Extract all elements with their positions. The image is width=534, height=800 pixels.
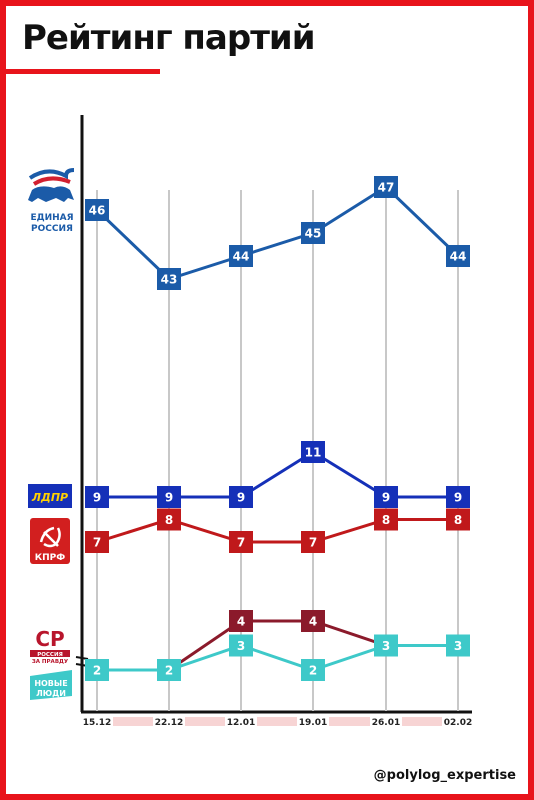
data-point (374, 486, 398, 508)
hammer-sickle-icon (39, 526, 61, 548)
data-label: 3 (454, 639, 462, 653)
x-tick-label: 22.12 (155, 718, 183, 728)
data-label: 9 (382, 491, 390, 505)
data-label: 2 (93, 664, 101, 678)
data-point (157, 508, 181, 531)
x-tick-label: 02.02 (444, 718, 472, 728)
data-point (157, 486, 181, 508)
flag-icon (32, 176, 71, 186)
data-point (229, 634, 253, 657)
series-line (96, 517, 458, 544)
data-label: 8 (165, 513, 173, 527)
data-point (446, 508, 470, 531)
x-tick-label: 12.01 (227, 718, 255, 728)
data-point (301, 441, 325, 463)
logo-ldpr: ЛДПР (28, 484, 72, 508)
logo-sr-line1: РОССИЯ (37, 652, 63, 658)
data-label: 43 (161, 273, 178, 287)
date-stripe (185, 717, 225, 726)
data-label: 47 (378, 181, 395, 195)
logo-sr-line2: ЗА ПРАВДУ (32, 659, 69, 665)
logo-spravedlivaya-rossiya: СР РОССИЯ ЗА ПРАВДУ (30, 627, 70, 665)
data-point (374, 176, 398, 198)
data-point (229, 245, 253, 267)
data-point (446, 634, 470, 657)
data-label: 7 (309, 536, 317, 550)
logo-nl-line2: ЛЮДИ (36, 689, 66, 698)
data-point (157, 268, 181, 290)
data-label: 3 (237, 639, 245, 653)
data-point (85, 531, 109, 553)
data-label: 9 (93, 491, 101, 505)
data-label: 9 (165, 491, 173, 505)
data-point (301, 659, 325, 681)
series-line (95, 185, 460, 281)
data-point (229, 531, 253, 553)
logo-novye-lyudi: НОВЫЕ ЛЮДИ (30, 670, 72, 700)
data-label: 44 (450, 250, 467, 264)
data-label: 11 (305, 446, 322, 460)
data-label: 3 (382, 639, 390, 653)
logo-edinaya-rossiya: ЕДИНАЯ РОССИЯ (28, 168, 75, 234)
logo-kprf-text: КПРФ (35, 553, 65, 563)
data-point (157, 659, 181, 681)
data-label: 7 (237, 536, 245, 550)
flag-icon (28, 168, 75, 180)
data-label: 8 (454, 513, 462, 527)
axis-break-mark (75, 656, 89, 660)
data-label: 7 (93, 536, 101, 550)
logo-er-line1: ЕДИНАЯ (30, 213, 73, 223)
data-label: 4 (237, 615, 245, 629)
data-label: 44 (233, 250, 250, 264)
data-point (301, 610, 325, 632)
author-handle: @polylog_expertise (373, 768, 516, 783)
bear-icon (28, 186, 74, 202)
data-point (446, 486, 470, 508)
x-tick-label: 15.12 (83, 718, 111, 728)
logo-nl-line1: НОВЫЕ (34, 679, 67, 688)
data-label: 9 (454, 491, 462, 505)
date-stripe (402, 717, 442, 726)
date-stripe (113, 717, 153, 726)
data-label: 2 (165, 664, 173, 678)
page-title: Рейтинг партий (22, 18, 316, 58)
date-stripe (257, 717, 297, 726)
title-underline (6, 69, 160, 74)
data-point (229, 486, 253, 508)
data-point (374, 508, 398, 531)
data-label: 4 (309, 615, 317, 629)
data-point (85, 659, 109, 681)
data-label: 2 (309, 664, 317, 678)
data-label: 9 (237, 491, 245, 505)
logo-ldpr-text: ЛДПР (31, 491, 68, 504)
x-tick-label: 19.01 (299, 718, 327, 728)
data-point (301, 222, 325, 244)
data-point (374, 634, 398, 657)
data-point (446, 245, 470, 267)
logo-kprf: КПРФ (30, 518, 70, 564)
data-label: 46 (89, 204, 106, 218)
logo-er-line2: РОССИЯ (31, 224, 73, 234)
data-point (85, 486, 109, 508)
data-label: 8 (382, 513, 390, 527)
series-line (97, 450, 458, 499)
series-line (97, 643, 458, 672)
data-point (301, 531, 325, 553)
data-label: 45 (305, 227, 322, 241)
logo-sr-mark: СР (35, 627, 64, 651)
date-stripe (329, 717, 370, 726)
x-tick-label: 26.01 (372, 718, 400, 728)
data-point (229, 610, 253, 632)
data-point (85, 199, 109, 221)
